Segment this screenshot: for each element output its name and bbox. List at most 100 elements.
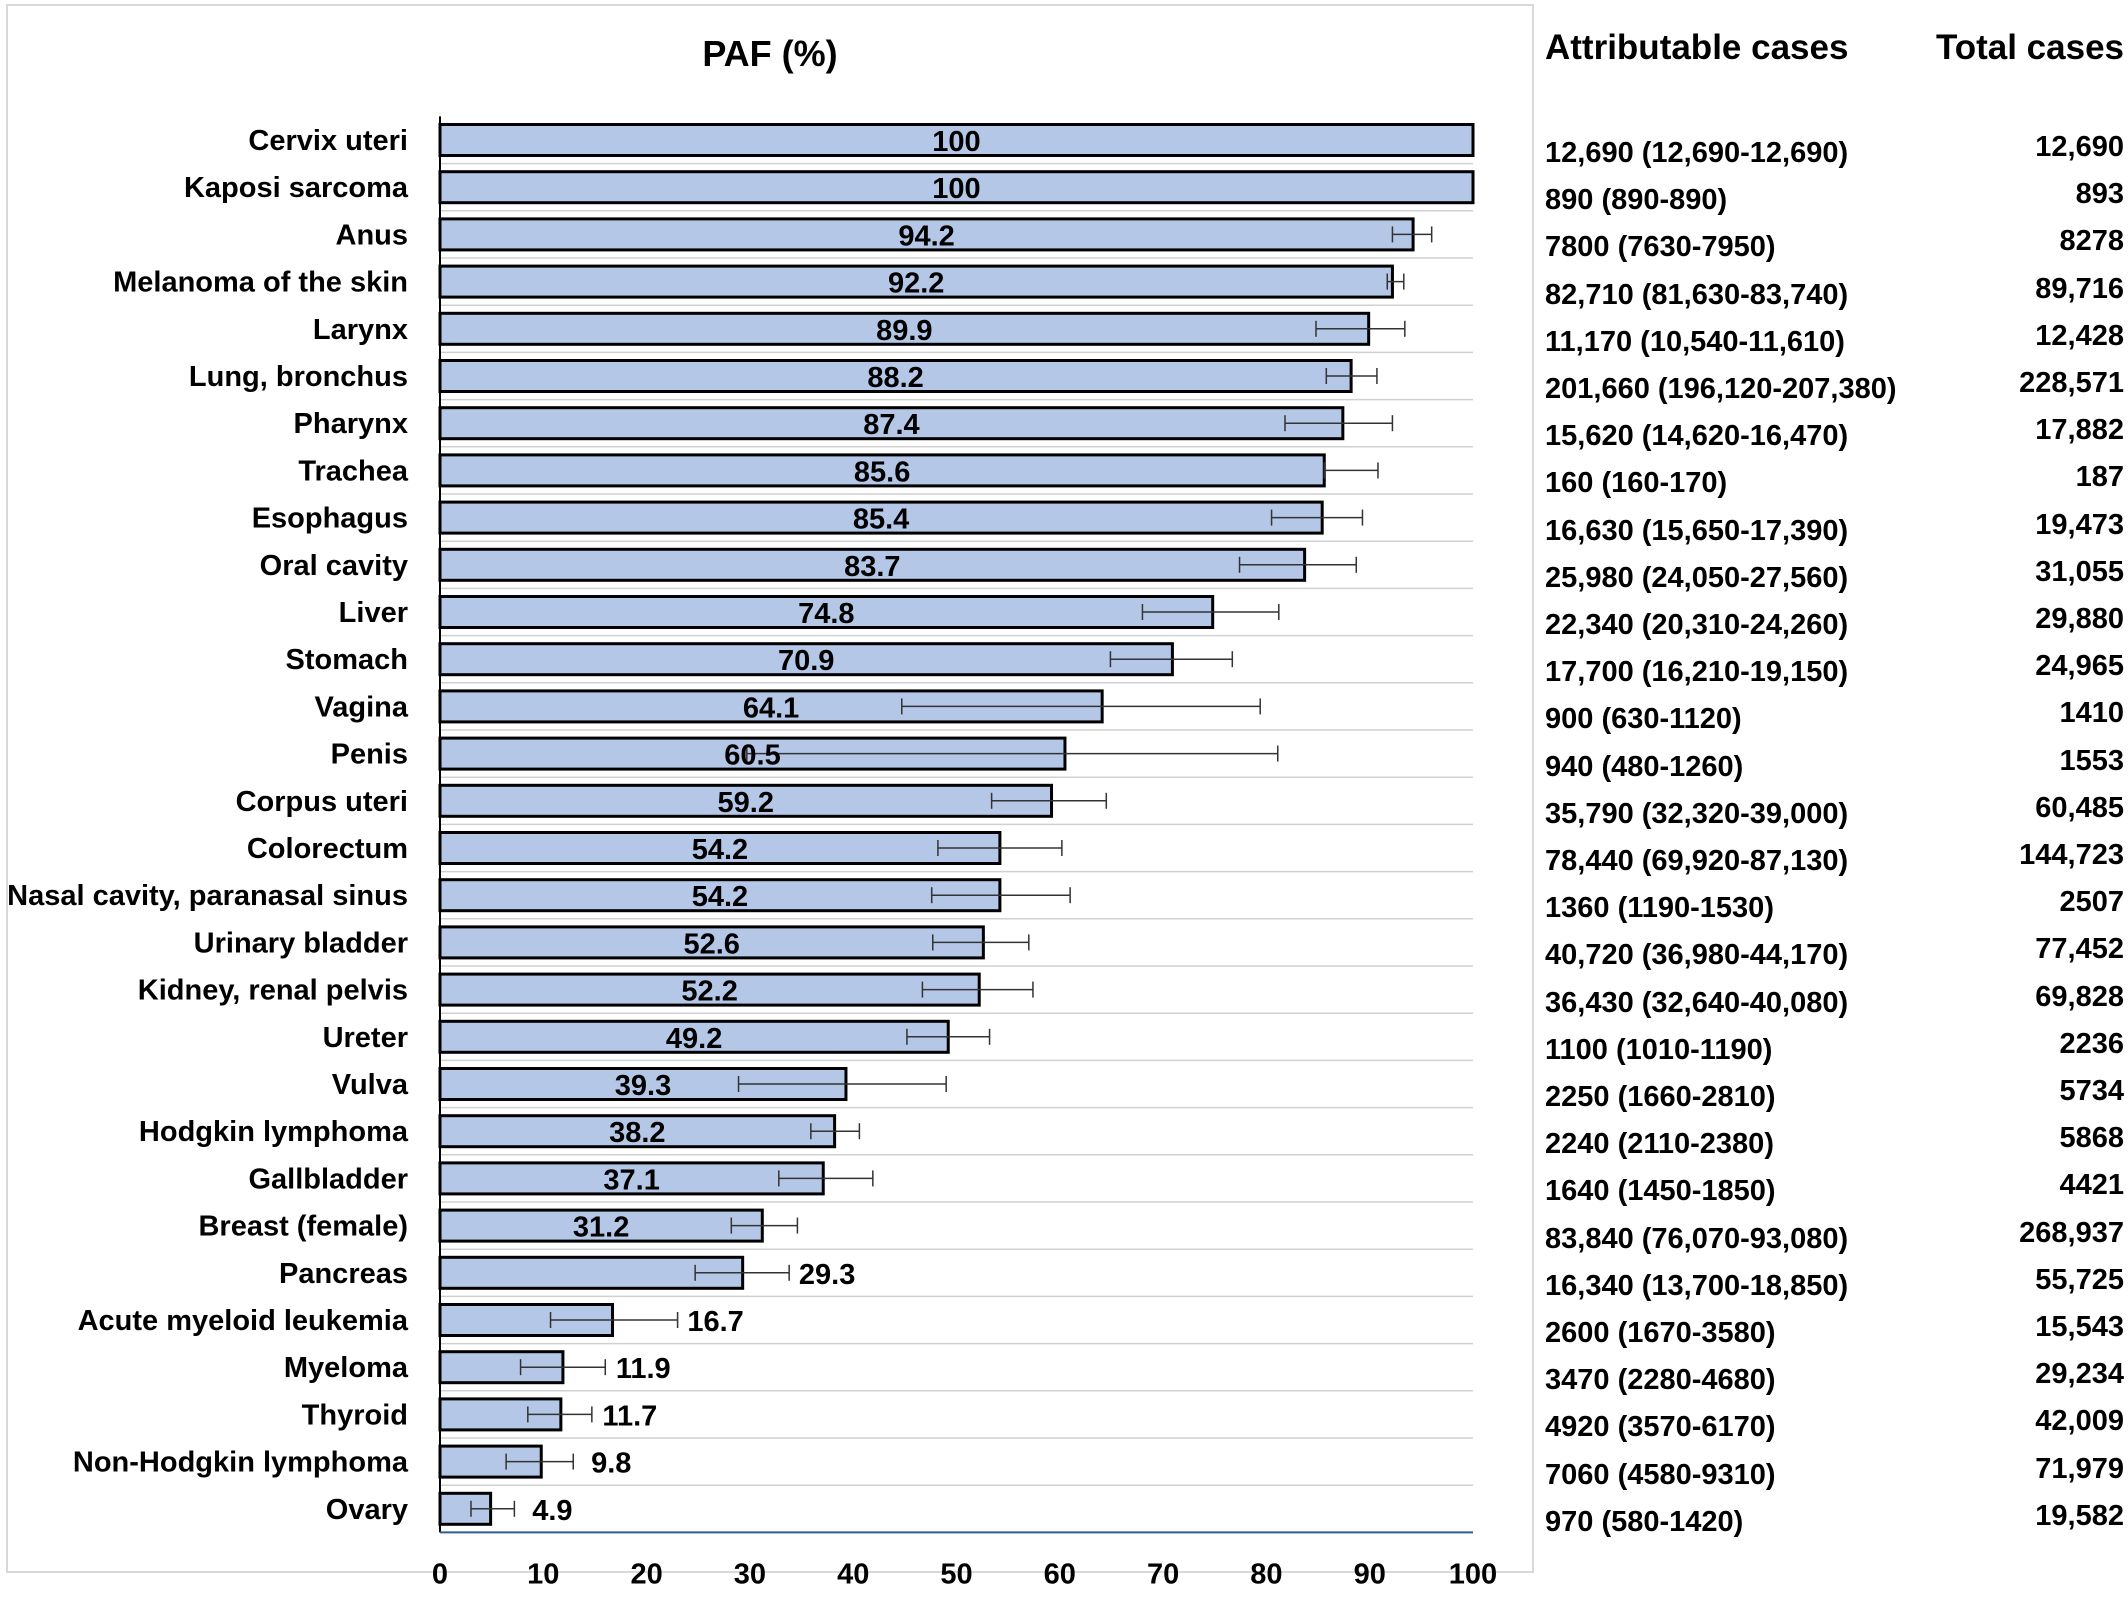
category-label: Non-Hodgkin lymphoma: [73, 1447, 409, 1479]
data-label: 94.2: [898, 220, 954, 252]
x-tick-label: 0: [432, 1558, 448, 1590]
data-label: 89.9: [876, 315, 932, 347]
data-label: 29.3: [799, 1259, 855, 1291]
data-label: 100: [932, 173, 980, 205]
total-cases-cell: 228,571: [2019, 367, 2124, 399]
total-cases-cell: 144,723: [2019, 839, 2124, 871]
category-label: Esophagus: [252, 503, 408, 535]
bar: [438, 972, 981, 1007]
total-cases-cell: 187: [2075, 461, 2124, 494]
data-label: 54.2: [692, 881, 748, 913]
total-cases-cell: 69,828: [2035, 980, 2124, 1013]
category-label: Ovary: [326, 1494, 408, 1526]
total-cases-cell: 2236: [2059, 1027, 2124, 1060]
total-cases-cell: 24,965: [2035, 650, 2124, 683]
attributable-cases-cell: 16,340 (13,700-18,850): [1545, 1269, 1849, 1302]
total-cases-cell: 12,690: [2035, 131, 2124, 163]
category-label: Larynx: [313, 314, 408, 346]
category-label: Urinary bladder: [194, 927, 408, 959]
x-tick-label: 40: [837, 1558, 869, 1590]
attributable-cases-cell: 940 (480-1260): [1545, 750, 1744, 783]
data-label: 37.1: [603, 1164, 659, 1196]
total-cases-cell: 2507: [2059, 886, 2124, 919]
attributable-cases-cell: 25,980 (24,050-27,560): [1545, 561, 1849, 594]
bar: [438, 217, 1415, 252]
data-label: 4.9: [532, 1495, 572, 1527]
data-label: 92.2: [888, 268, 944, 300]
attributable-cases-cell: 890 (890-890): [1545, 184, 1728, 217]
category-label: Oral cavity: [260, 550, 408, 582]
attributable-cases-cell: 970 (580-1420): [1545, 1505, 1744, 1538]
attributable-cases-cell: 16,630 (15,650-17,390): [1545, 514, 1849, 547]
category-label: Kidney, renal pelvis: [138, 975, 408, 1007]
x-tick-label: 80: [1250, 1558, 1282, 1590]
total-cases-cell: 77,452: [2035, 933, 2124, 966]
total-cases-cell: 71,979: [2035, 1452, 2124, 1485]
total-cases-cell: 1553: [2059, 744, 2124, 777]
attributable-cases-cell: 83,840 (76,070-93,080): [1545, 1222, 1849, 1255]
total-cases-cell: 31,055: [2035, 555, 2124, 588]
total-cases-cell: 29,234: [2035, 1358, 2124, 1391]
bar: [438, 1208, 764, 1243]
total-cases-cell: 4421: [2059, 1169, 2124, 1202]
data-label: 60.5: [724, 740, 780, 772]
data-label: 85.4: [853, 504, 909, 536]
bar: [438, 547, 1307, 582]
category-label: Colorectum: [247, 833, 408, 865]
attributable-cases-cell: 2600 (1670-3580): [1545, 1317, 1776, 1349]
attributable-cases-cell: 160 (160-170): [1545, 467, 1728, 500]
category-label: Vagina: [315, 691, 409, 723]
data-label: 11.9: [616, 1353, 671, 1385]
data-label: 49.2: [666, 1023, 722, 1055]
x-tick-label: 10: [527, 1558, 559, 1590]
data-label: 38.2: [609, 1117, 665, 1149]
data-label: 16.7: [687, 1306, 743, 1338]
data-label: 54.2: [692, 834, 748, 866]
x-tick-label: 100: [1449, 1558, 1497, 1590]
attributable-cases-cell: 2250 (1660-2810): [1545, 1081, 1776, 1113]
attributable-cases-cell: 12,690 (12,690-12,690): [1545, 137, 1849, 169]
attributable-cases-cell: 17,700 (16,210-19,150): [1545, 656, 1849, 689]
total-cases-header: Total cases: [1935, 28, 2124, 67]
attributable-cases-cell: 900 (630-1120): [1545, 703, 1742, 736]
total-cases-cell: 89,716: [2035, 272, 2124, 305]
attributable-cases-header: Attributable cases: [1545, 28, 1849, 67]
attributable-cases-cell: 4920 (3570-6170): [1545, 1411, 1776, 1444]
data-label: 87.4: [863, 409, 919, 441]
attributable-cases-cell: 7800 (7630-7950): [1545, 231, 1776, 264]
category-label: Myeloma: [284, 1352, 409, 1384]
total-cases-cell: 8278: [2059, 225, 2124, 258]
category-label: Gallbladder: [248, 1163, 408, 1195]
total-cases-cell: 268,937: [2019, 1216, 2124, 1249]
category-label: Anus: [336, 219, 409, 251]
data-label: 88.2: [867, 362, 923, 394]
category-label: Liver: [339, 597, 408, 629]
category-label: Cervix uteri: [248, 125, 408, 157]
data-label: 59.2: [718, 787, 774, 819]
category-label: Nasal cavity, paranasal sinus: [7, 880, 408, 912]
attributable-cases-cell: 3470 (2280-4680): [1545, 1364, 1776, 1397]
category-label: Vulva: [332, 1069, 409, 1101]
bar: [438, 406, 1345, 441]
x-tick-label: 30: [734, 1558, 766, 1590]
attributable-cases-cell: 11,170 (10,540-11,610): [1545, 325, 1845, 358]
data-label: 52.6: [683, 928, 739, 960]
total-cases-cell: 15,543: [2035, 1311, 2124, 1343]
total-cases-cell: 19,473: [2035, 508, 2124, 541]
category-label: Breast (female): [198, 1211, 408, 1243]
x-tick-label: 20: [630, 1558, 662, 1590]
x-tick-label: 50: [940, 1558, 972, 1590]
total-cases-cell: 19,582: [2035, 1499, 2124, 1532]
total-cases-cell: 29,880: [2035, 603, 2124, 635]
data-label: 74.8: [798, 598, 854, 630]
attributable-cases-cell: 82,710 (81,630-83,740): [1545, 278, 1849, 311]
attributable-cases-cell: 7060 (4580-9310): [1545, 1458, 1776, 1491]
category-label: Pharynx: [294, 408, 408, 440]
total-cases-cell: 893: [2075, 178, 2124, 211]
attributable-cases-cell: 2240 (2110-2380): [1545, 1128, 1774, 1161]
category-label: Thyroid: [302, 1399, 408, 1431]
total-cases-cell: 55,725: [2035, 1263, 2124, 1296]
bar: [438, 595, 1215, 629]
category-label: Ureter: [323, 1022, 408, 1054]
data-label: 31.2: [573, 1212, 629, 1244]
